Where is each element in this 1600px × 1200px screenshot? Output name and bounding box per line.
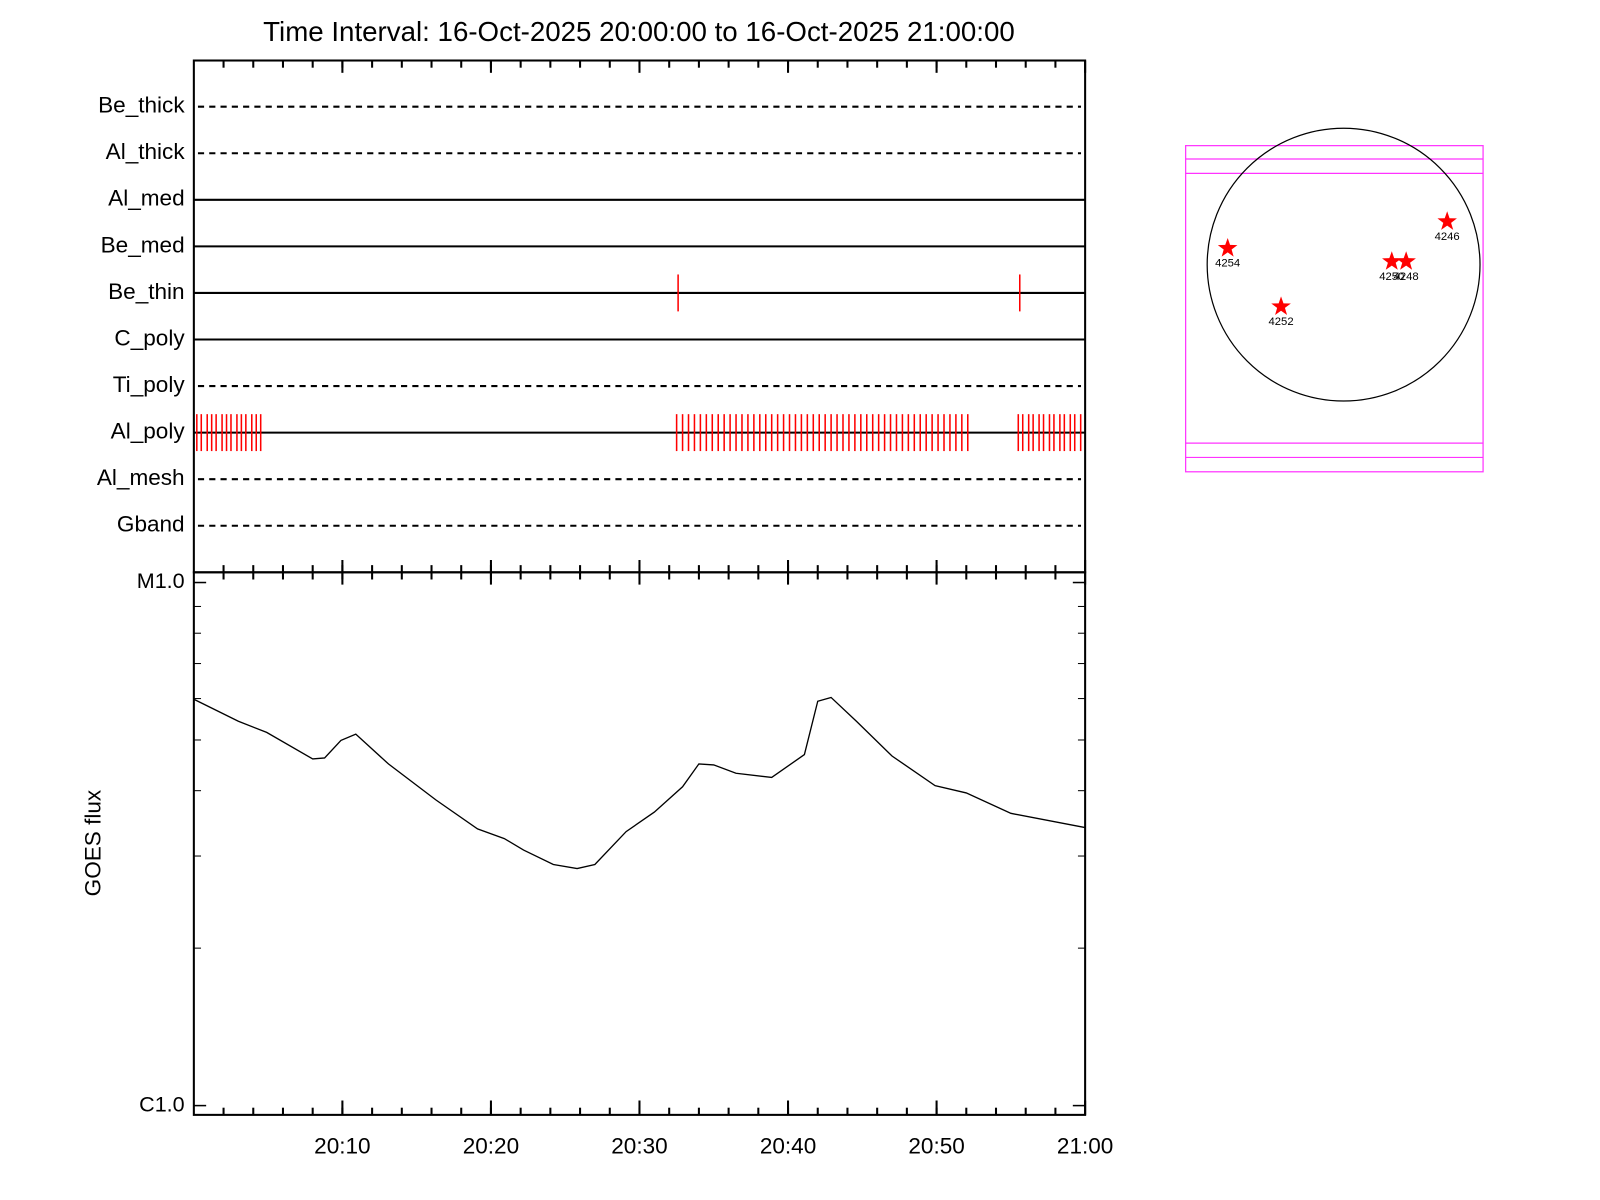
chart-title: Time Interval: 16-Oct-2025 20:00:00 to 1…: [263, 16, 1015, 47]
x-tick-label: 20:10: [314, 1134, 370, 1159]
region-marker: [1437, 211, 1457, 230]
row-label: Al_thick: [106, 139, 186, 164]
row-label: Al_mesh: [97, 465, 185, 490]
x-tick-label: 20:30: [611, 1134, 667, 1159]
solar-disk: [1206, 127, 1481, 402]
filter-panel-frame: [192, 59, 1087, 574]
region-label: 4252: [1269, 316, 1294, 328]
x-tick-label: 20:20: [463, 1134, 519, 1159]
y-tick-label: C1.0: [139, 1092, 184, 1116]
y-tick-label: M1.0: [137, 569, 185, 593]
row-label: Al_med: [108, 186, 184, 211]
x-tick-label: 21:00: [1057, 1134, 1113, 1159]
region-label: 4246: [1435, 231, 1460, 243]
row-label: Be_thick: [98, 93, 185, 118]
region-marker: [1217, 238, 1238, 257]
row-label: Be_thin: [108, 279, 184, 304]
row-label: Ti_poly: [113, 372, 186, 397]
fov-boxes: [1185, 145, 1484, 473]
region-label: 4254: [1215, 258, 1240, 270]
region-marker: [1396, 251, 1416, 270]
region-marker: [1382, 251, 1402, 270]
y-axis-label: GOES flux: [80, 789, 105, 896]
flux-panel-frame: [192, 571, 1087, 1116]
region-marker: [1271, 296, 1291, 315]
row-label: Al_poly: [111, 419, 186, 444]
region-label: 4250: [1379, 271, 1404, 283]
row-label: C_poly: [114, 325, 185, 350]
row-label: Be_med: [101, 232, 185, 257]
flux-line: [193, 696, 1086, 870]
x-tick-label: 20:40: [760, 1134, 816, 1159]
x-tick-label: 20:50: [908, 1134, 964, 1159]
row-label: Gband: [117, 512, 185, 537]
region-label: 4248: [1394, 271, 1419, 283]
